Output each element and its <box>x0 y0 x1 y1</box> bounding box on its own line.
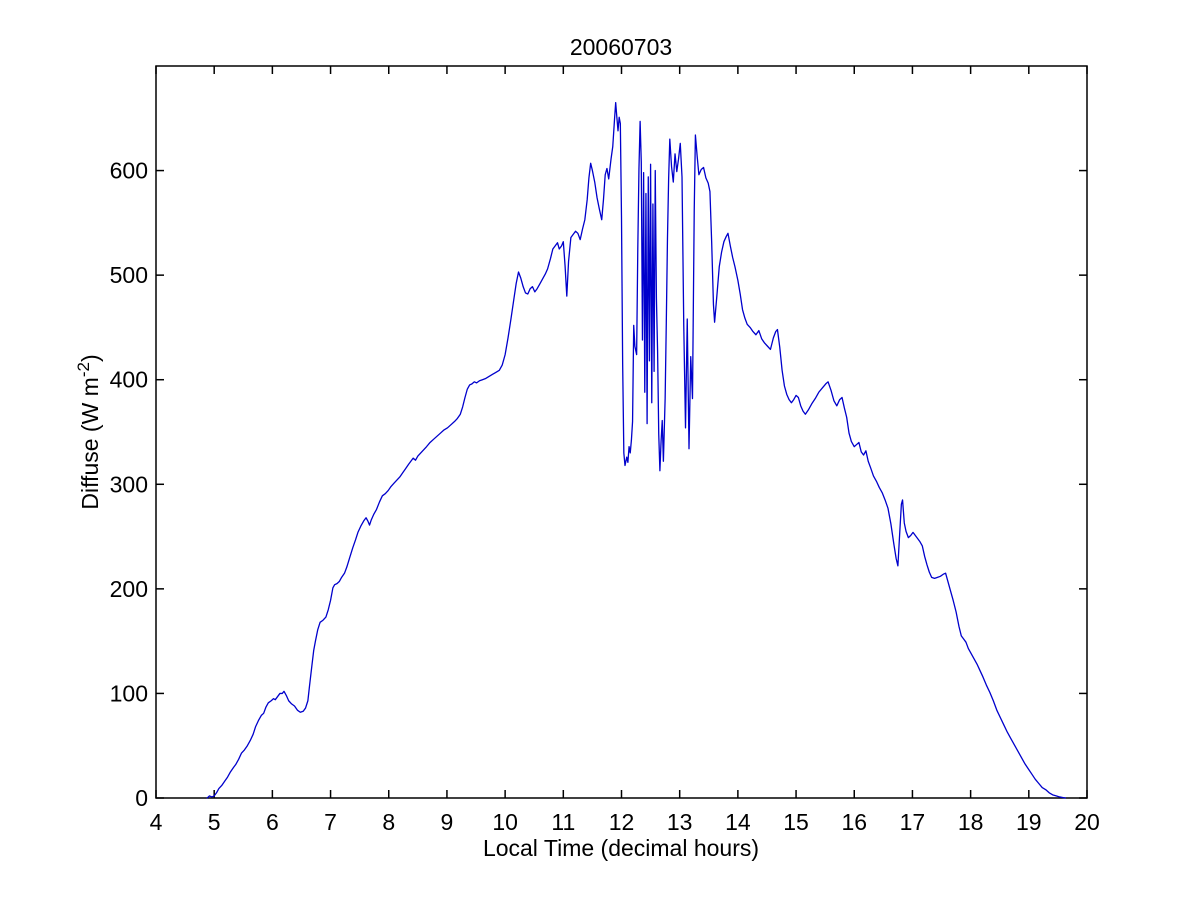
x-tick-label: 5 <box>208 809 221 835</box>
y-tick-label: 400 <box>110 367 148 393</box>
x-tick-label: 8 <box>382 809 395 835</box>
y-tick-label: 0 <box>135 785 148 811</box>
y-axis-label-main: Diffuse (W m <box>77 377 103 509</box>
x-tick-label: 7 <box>324 809 337 835</box>
y-axis-label-exponent: -2 <box>74 362 93 377</box>
x-tick-label: 18 <box>958 809 984 835</box>
y-tick-label: 600 <box>110 158 148 184</box>
data-line <box>206 101 1067 799</box>
y-axis-label-close: ) <box>77 354 103 362</box>
x-tick-label: 11 <box>551 809 575 835</box>
y-tick-label: 300 <box>110 471 148 497</box>
x-axis-label: Local Time (decimal hours) <box>483 835 759 861</box>
x-tick-label: 13 <box>667 809 693 835</box>
x-tick-label: 4 <box>150 809 163 835</box>
y-tick-label: 200 <box>110 576 148 602</box>
x-tick-label: 12 <box>609 809 635 835</box>
x-tick-label: 17 <box>900 809 926 835</box>
x-tick-label: 9 <box>441 809 454 835</box>
x-tick-label: 16 <box>841 809 867 835</box>
y-tick-label: 500 <box>110 262 148 288</box>
x-tick-label: 19 <box>1016 809 1042 835</box>
axis-tick-labels: 4 5 6 7 8 9 10 11 12 13 14 15 16 17 18 19 20010020030040… <box>110 158 1100 835</box>
axis-tick-marks <box>155 66 1088 799</box>
x-tick-label: 20 <box>1074 809 1100 835</box>
x-tick-label: 6 <box>266 809 279 835</box>
x-tick-label: 15 <box>783 809 809 835</box>
y-tick-label: 100 <box>110 680 148 706</box>
y-axis-label: Diffuse (W m-2) <box>74 354 103 509</box>
x-tick-label: 10 <box>492 809 518 835</box>
chart-title: 20060703 <box>570 34 672 60</box>
x-tick-label: 14 <box>725 809 751 835</box>
